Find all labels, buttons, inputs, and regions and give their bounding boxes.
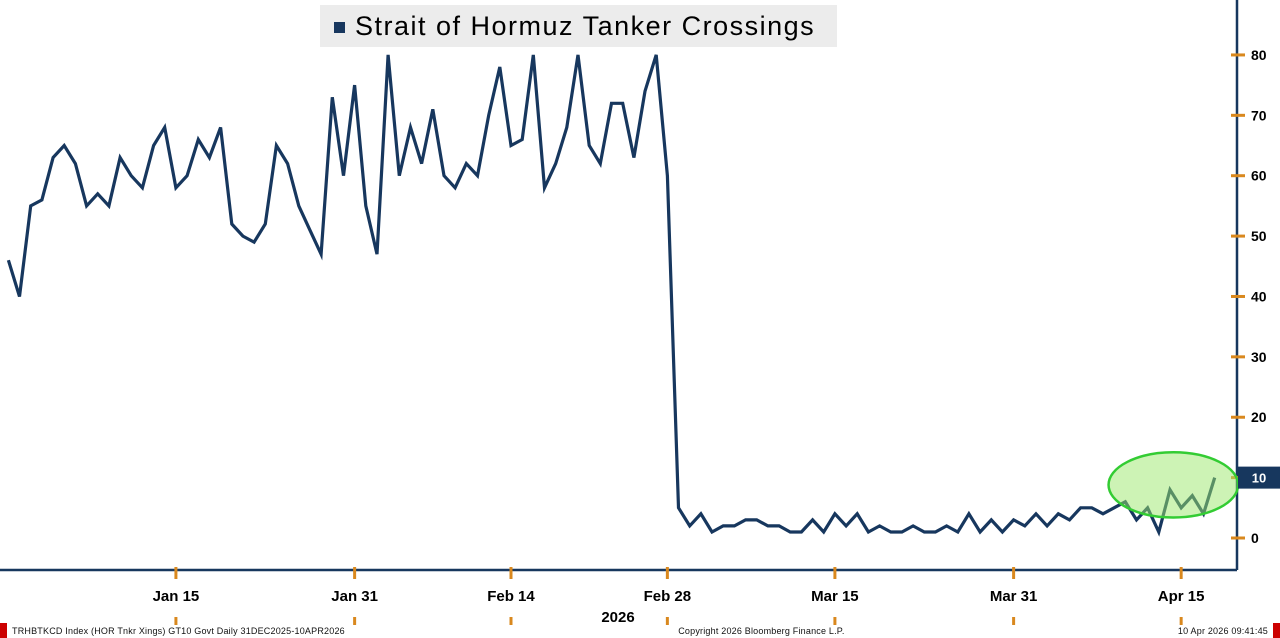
footer-copyright: Copyright 2026 Bloomberg Finance L.P.: [678, 625, 845, 636]
last-value-badge: [1238, 466, 1280, 489]
x-tick-label: Jan 31: [331, 588, 378, 605]
y-tick-label: 60: [1251, 168, 1267, 184]
y-tick-label: 40: [1251, 288, 1267, 304]
y-tick-label: 50: [1251, 228, 1267, 244]
footer-timestamp: 10 Apr 2026 09:41:45: [1177, 625, 1268, 636]
y-tick-label: 70: [1251, 107, 1267, 123]
x-tick-label: Feb 28: [644, 588, 692, 605]
footer-red-strip-left: [0, 623, 7, 638]
chart-title: Strait of Hormuz Tanker Crossings: [355, 10, 816, 41]
price-line: [6, 54, 1217, 537]
y-tick-label: 0: [1251, 530, 1259, 546]
year-label: 2026: [601, 609, 634, 626]
footer-red-strip-right: [1273, 623, 1280, 638]
y-tick-label: 20: [1251, 409, 1267, 425]
y-tick-label: 80: [1251, 47, 1267, 63]
footer-ticker-info: TRHBTKCD Index (HOR Tnkr Xings) GT10 Gov…: [12, 625, 345, 636]
x-tick-label: Jan 15: [153, 588, 200, 605]
x-tick-label: Mar 31: [990, 588, 1038, 605]
last-value-label: 10: [1252, 471, 1266, 486]
x-tick-label: Feb 14: [487, 588, 535, 605]
chart-legend: Strait of Hormuz Tanker Crossings: [320, 5, 838, 47]
x-tick-label: Apr 15: [1158, 588, 1205, 605]
legend-marker-icon: [334, 21, 345, 33]
footer-bar: TRHBTKCD Index (HOR Tnkr Xings) GT10 Gov…: [0, 623, 1280, 638]
x-tick-label: Mar 15: [811, 588, 859, 605]
y-tick-label: 30: [1251, 349, 1267, 365]
highlight-ellipse: [1107, 451, 1240, 519]
